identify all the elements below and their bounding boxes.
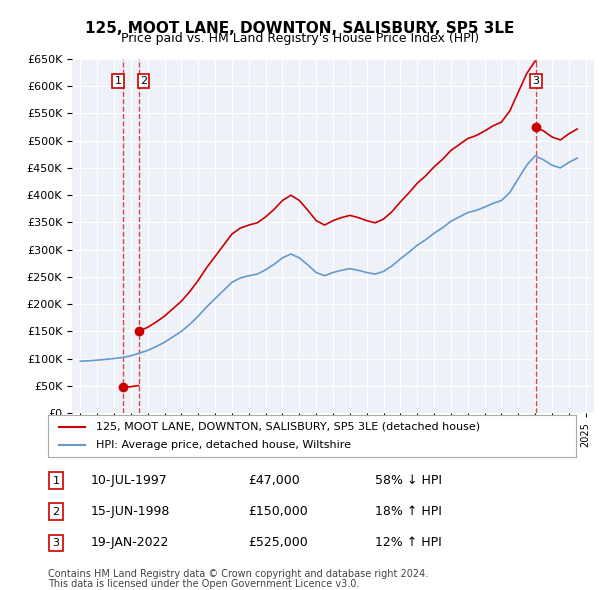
Text: 2: 2 <box>140 76 147 86</box>
Text: 125, MOOT LANE, DOWNTON, SALISBURY, SP5 3LE (detached house): 125, MOOT LANE, DOWNTON, SALISBURY, SP5 … <box>95 422 479 432</box>
Text: £150,000: £150,000 <box>248 505 308 519</box>
Text: 18% ↑ HPI: 18% ↑ HPI <box>376 505 442 519</box>
Text: 3: 3 <box>532 76 539 86</box>
Text: £47,000: £47,000 <box>248 474 301 487</box>
Text: 125, MOOT LANE, DOWNTON, SALISBURY, SP5 3LE: 125, MOOT LANE, DOWNTON, SALISBURY, SP5 … <box>85 21 515 35</box>
Text: Price paid vs. HM Land Registry's House Price Index (HPI): Price paid vs. HM Land Registry's House … <box>121 32 479 45</box>
Text: 2: 2 <box>52 507 59 517</box>
Text: 1: 1 <box>115 76 121 86</box>
Text: Contains HM Land Registry data © Crown copyright and database right 2024.: Contains HM Land Registry data © Crown c… <box>48 569 428 579</box>
Text: 1: 1 <box>52 476 59 486</box>
Text: 12% ↑ HPI: 12% ↑ HPI <box>376 536 442 549</box>
Text: 15-JUN-1998: 15-JUN-1998 <box>90 505 170 519</box>
Text: £525,000: £525,000 <box>248 536 308 549</box>
Text: This data is licensed under the Open Government Licence v3.0.: This data is licensed under the Open Gov… <box>48 579 359 589</box>
Text: 10-JUL-1997: 10-JUL-1997 <box>90 474 167 487</box>
Text: 3: 3 <box>52 538 59 548</box>
Text: HPI: Average price, detached house, Wiltshire: HPI: Average price, detached house, Wilt… <box>95 440 350 450</box>
Text: 58% ↓ HPI: 58% ↓ HPI <box>376 474 442 487</box>
Text: 19-JAN-2022: 19-JAN-2022 <box>90 536 169 549</box>
